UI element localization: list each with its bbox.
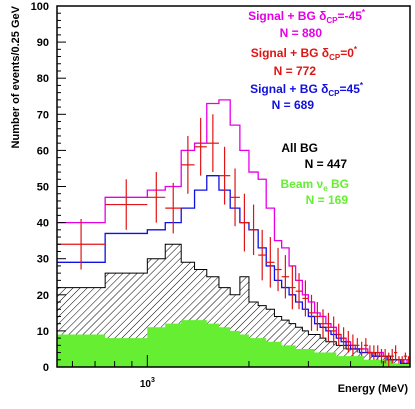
legend-label-2: Signal + BG δCP=45*: [250, 81, 364, 98]
data-point-19: [314, 302, 321, 331]
data-point-40: [403, 352, 408, 360]
data-point-30: [367, 345, 373, 360]
legend-label-4: Beam νe BG: [281, 177, 350, 193]
x-tick-label: 103: [140, 377, 155, 390]
legend-label-0: Signal + BG δCP=-45*: [248, 8, 366, 25]
y-tick-label: 90: [37, 37, 49, 49]
data-point-7: [218, 146, 231, 205]
data-point-6: [206, 114, 219, 173]
data-point-28: [359, 341, 364, 357]
data-point-12: [266, 237, 275, 288]
data-point-35: [387, 352, 391, 367]
data-point-36: [390, 348, 395, 364]
data-point-27: [355, 338, 360, 353]
x-axis-label: Energy (MeV): [338, 383, 409, 395]
beam-nue-bg-area: [57, 320, 410, 367]
data-point-29: [363, 338, 368, 353]
y-tick-label: 50: [37, 182, 49, 194]
data-point-22: [330, 316, 337, 346]
y-tick-label: 60: [37, 145, 49, 157]
data-point-21: [325, 312, 331, 342]
legend-count-4: N = 169: [306, 193, 349, 207]
data-point-38: [397, 356, 401, 364]
data-point-9: [239, 193, 249, 252]
y-tick-label: 70: [37, 109, 49, 121]
data-point-13: [274, 247, 282, 292]
data-point-2: [147, 172, 166, 223]
data-point-4: [181, 135, 195, 194]
data-point-10: [248, 204, 259, 256]
y-tick-label: 80: [37, 73, 49, 85]
data-point-20: [320, 309, 326, 339]
data-point-26: [350, 334, 356, 357]
data-point-11: [258, 229, 267, 281]
data-point-3: [165, 182, 182, 234]
data-point-0: [57, 218, 106, 270]
legend-label-1: Signal + BG δCP=0*: [251, 45, 358, 62]
legend-label-3: All BG: [281, 141, 318, 155]
data-point-32: [375, 345, 380, 360]
y-tick-label: 10: [37, 326, 49, 338]
data-point-25: [346, 330, 351, 353]
data-point-33: [379, 348, 384, 364]
data-point-39: [400, 356, 404, 364]
data-point-14: [281, 255, 290, 299]
y-tick-label: 0: [43, 362, 49, 374]
data-point-15: [289, 265, 296, 310]
all-bg-hatch-area: [57, 244, 410, 367]
data-point-37: [394, 345, 398, 360]
legend-count-2: N = 689: [272, 98, 315, 112]
legend-count-1: N = 772: [274, 64, 317, 78]
y-tick-label: 20: [37, 290, 49, 302]
data-point-16: [295, 273, 303, 310]
series-line-1: [57, 175, 410, 365]
data-point-18: [308, 294, 315, 331]
data-point-34: [383, 348, 388, 364]
data-point-31: [372, 345, 376, 360]
data-point-23: [336, 323, 342, 346]
y-axis-label: Number of events/0.25 GeV: [10, 5, 22, 148]
legend-count-3: N = 447: [305, 157, 348, 171]
data-point-1: [105, 179, 148, 230]
data-point-8: [230, 168, 240, 227]
y-tick-label: 100: [31, 1, 49, 13]
data-point-24: [341, 327, 347, 349]
data-point-5: [194, 117, 207, 176]
data-point-17: [302, 280, 309, 317]
y-tick-label: 40: [37, 218, 49, 230]
legend-count-0: N = 880: [280, 26, 323, 40]
y-tick-label: 30: [37, 254, 49, 266]
